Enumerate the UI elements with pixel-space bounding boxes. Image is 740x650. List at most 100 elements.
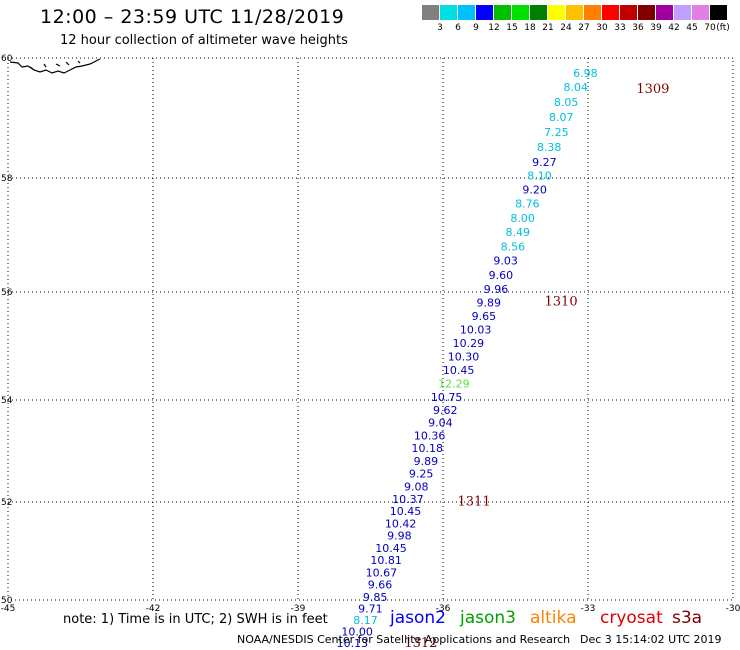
scale-swatch [440, 5, 457, 20]
pass-number: 1310 [545, 295, 578, 310]
map-title: 12:00 – 23:59 UTC 11/28/2019 [40, 6, 345, 28]
wave-height-value: 10.45 [443, 364, 475, 377]
wave-height-value: 9.96 [484, 283, 509, 296]
legend-item-altika: altika [530, 608, 577, 628]
observations-layer: 6.988.04 8.05 8.07 7.25 8.38 9.278.109.20 8.76… [337, 67, 598, 650]
credit-text: NOAA/NESDIS Center for Satellite Applica… [237, 633, 571, 646]
wave-height-value: 10.18 [412, 442, 444, 455]
pass-labels-layer: 1309 1310 1311 1312 [404, 82, 669, 650]
scale-label: 18 [524, 23, 536, 33]
wave-height-value: 8.17 [353, 614, 378, 627]
wave-height-value: 8.38 [537, 141, 562, 154]
wave-height-value: 8.05 [554, 96, 579, 109]
scale-unit: (ft) [716, 23, 730, 33]
x-tick-label: -39 [291, 604, 306, 614]
scale-label: 21 [542, 23, 554, 33]
wave-height-value: 12.29 [438, 378, 470, 391]
wave-height-value: 10.81 [370, 554, 402, 567]
scale-swatch [512, 5, 529, 20]
scale-label: 45 [686, 23, 698, 33]
y-tick-label: 60 [1, 54, 13, 64]
scale-swatch [530, 5, 547, 20]
legend-item-s3a: s3a [672, 608, 703, 628]
scale-label: 3 [437, 23, 443, 33]
scale-label: 36 [632, 23, 644, 33]
scale-swatch [548, 5, 565, 20]
wave-height-value: 10.03 [460, 324, 492, 337]
wave-height-value: 9.66 [368, 579, 393, 592]
x-tick-label: -36 [436, 604, 451, 614]
x-tick-label: -30 [726, 604, 740, 614]
wave-height-value: 8.56 [501, 240, 526, 253]
legend-item-jason3: jason3 [460, 608, 516, 628]
x-tick-label: -45 [1, 604, 16, 614]
tick-labels: -45 -42 -39 -36 -33 -30 60 58 56 54 52 50 [1, 54, 740, 614]
wave-height-value: 9.60 [489, 269, 514, 282]
map-subtitle: 12 hour collection of altimeter wave hei… [60, 33, 348, 48]
scale-swatch [602, 5, 619, 20]
wave-height-value: 10.67 [366, 566, 398, 579]
scale-swatch [566, 5, 583, 20]
timestamp: Dec 3 15:14:02 UTC 2019 [580, 633, 722, 646]
wave-height-value: 10.13 [337, 637, 369, 650]
y-tick-label: 54 [1, 396, 13, 406]
scale-swatch [476, 5, 493, 20]
legend-item-cryosat: cryosat [600, 608, 663, 628]
wave-height-value: 9.25 [409, 468, 434, 481]
wave-height-value: 7.25 [544, 126, 569, 139]
scale-swatch [494, 5, 511, 20]
pass-number: 1309 [636, 82, 669, 97]
scale-label: 70 [704, 23, 716, 33]
y-tick-label: 50 [1, 596, 13, 606]
wave-height-value: 9.71 [358, 602, 383, 615]
scale-label: 15 [506, 23, 518, 33]
x-tick-label: -33 [581, 604, 596, 614]
scale-label: 24 [560, 23, 572, 33]
wave-height-value: 8.76 [515, 198, 540, 211]
wave-height-value: 9.04 [428, 417, 453, 430]
y-tick-label: 56 [1, 288, 13, 298]
graticule [7, 57, 734, 601]
scale-swatch [422, 5, 439, 20]
wave-height-value: 8.49 [506, 226, 531, 239]
wave-height-value: 9.08 [404, 480, 429, 493]
pass-number: 1312 [404, 636, 437, 650]
wave-height-value: 9.62 [433, 404, 458, 417]
scale-swatch [458, 5, 475, 20]
wave-height-value: 8.04 [564, 81, 589, 94]
y-tick-label: 58 [1, 174, 13, 184]
scale-swatch [656, 5, 673, 20]
wave-height-value: 10.30 [448, 351, 480, 364]
wave-height-value: 10.37 [392, 493, 424, 506]
wave-height-value: 10.29 [453, 337, 485, 350]
wave-height-value: 9.98 [387, 530, 412, 543]
wave-height-value: 9.89 [477, 297, 502, 310]
wave-height-value: 9.20 [522, 183, 547, 196]
pass-number: 1311 [458, 494, 491, 509]
scale-label: 27 [578, 23, 590, 33]
wave-height-value: 9.89 [414, 455, 439, 468]
wave-height-value: 10.42 [385, 517, 417, 530]
scale-label: 33 [614, 23, 626, 33]
scale-label: 39 [650, 23, 662, 33]
wave-height-value: 10.36 [414, 429, 446, 442]
scale-swatch [710, 5, 727, 20]
wave-height-value: 6.98 [573, 67, 598, 80]
wave-height-value: 9.65 [472, 310, 497, 323]
scale-swatch [620, 5, 637, 20]
wave-height-value: 9.27 [532, 156, 557, 169]
wave-height-value: 10.45 [375, 542, 407, 555]
wave-height-value: 9.85 [363, 591, 388, 604]
footer-note: note: 1) Time is in UTC; 2) SWH is in fe… [63, 612, 328, 627]
scale-swatch [692, 5, 709, 20]
scale-label: 30 [596, 23, 608, 33]
legend-item-jason2: jason2 [390, 608, 446, 628]
wave-height-value: 8.10 [527, 170, 552, 183]
wave-height-value: 8.00 [510, 212, 535, 225]
x-tick-label: -42 [146, 604, 161, 614]
scale-label: 42 [668, 23, 680, 33]
y-tick-label: 52 [1, 498, 12, 508]
scale-swatch [674, 5, 691, 20]
wave-height-value: 8.07 [549, 111, 574, 124]
